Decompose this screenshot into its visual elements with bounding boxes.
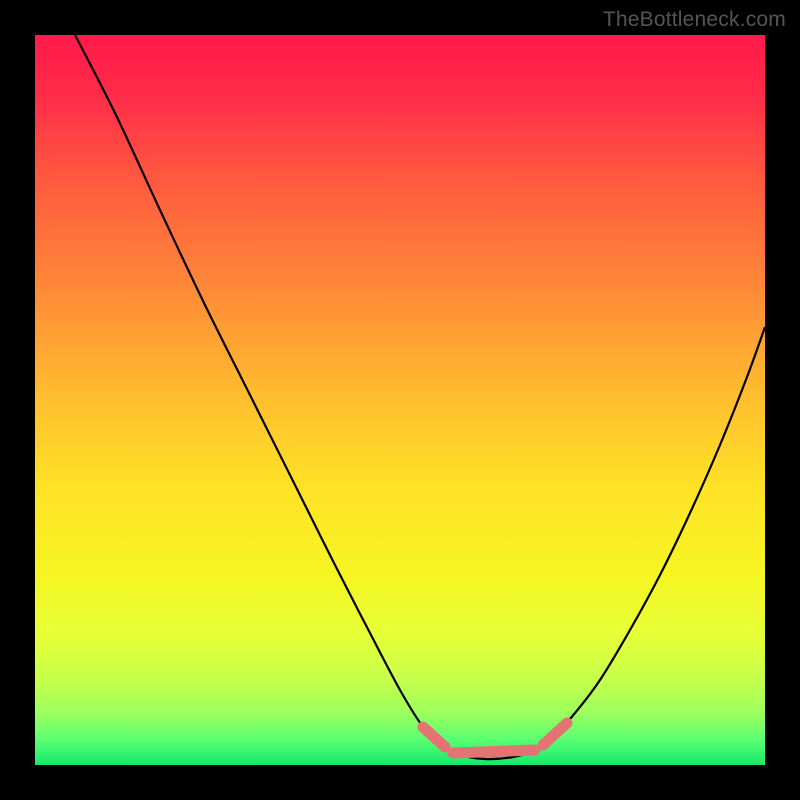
bottleneck-chart: [0, 0, 800, 800]
watermark-text: TheBottleneck.com: [603, 8, 786, 32]
chart-stage: TheBottleneck.com: [0, 0, 800, 800]
plot-background: [35, 35, 765, 765]
